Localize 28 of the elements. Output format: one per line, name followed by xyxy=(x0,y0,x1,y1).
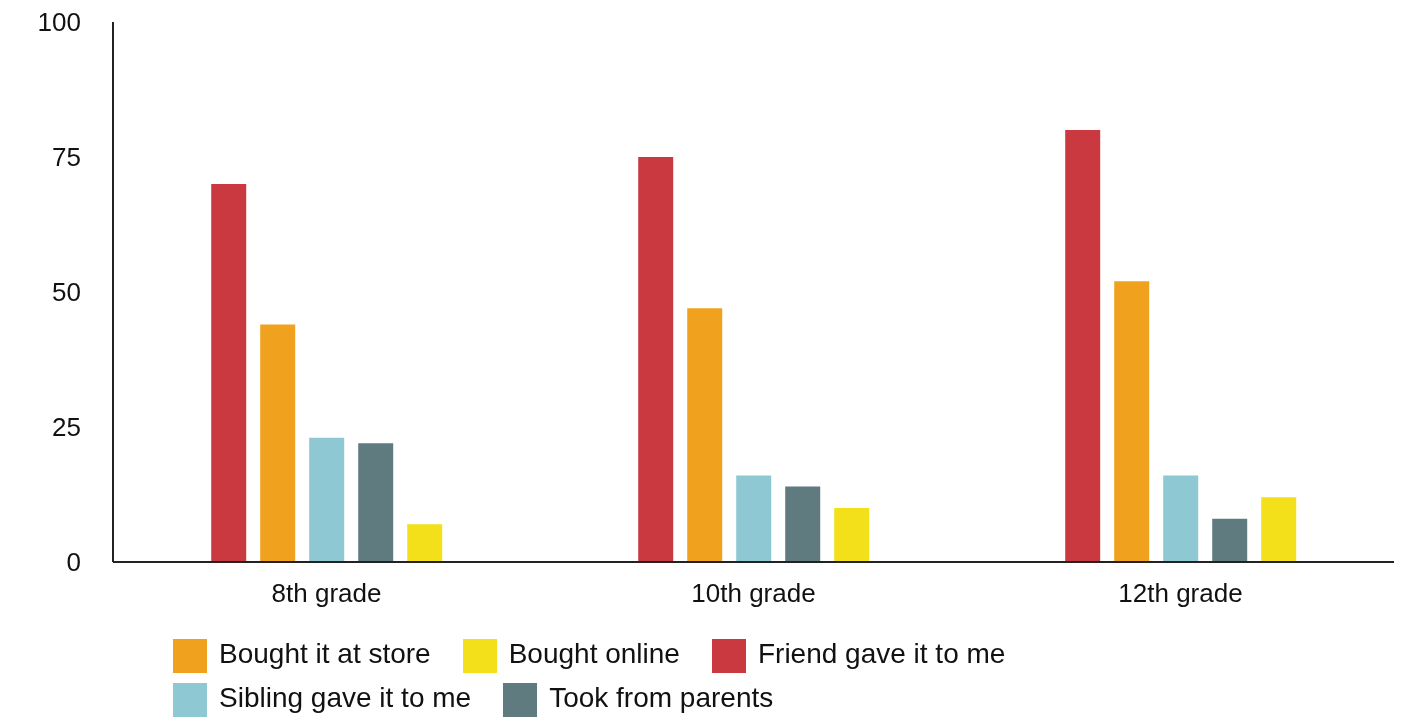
bar xyxy=(687,308,723,562)
legend-label: Friend gave it to me xyxy=(757,638,1006,669)
bar xyxy=(785,486,821,562)
y-tick-label: 100 xyxy=(37,7,81,38)
bar xyxy=(1212,518,1248,562)
legend-label: Took from parents xyxy=(549,682,774,713)
legend-label: Sibling gave it to me xyxy=(219,682,472,713)
bar xyxy=(1163,475,1199,562)
bar xyxy=(638,157,674,562)
bar xyxy=(1114,281,1150,562)
x-tick-label: 10th grade xyxy=(691,578,816,609)
y-tick-label: 50 xyxy=(52,277,81,308)
legend-label: Bought it at store xyxy=(219,638,431,669)
legend-label: Bought online xyxy=(508,638,680,669)
bar xyxy=(1065,130,1101,562)
bar xyxy=(358,443,394,562)
bar xyxy=(309,437,345,562)
bar xyxy=(1261,497,1297,562)
x-tick-label: 12th grade xyxy=(1118,578,1243,609)
bar xyxy=(407,524,443,562)
bar xyxy=(211,184,247,562)
x-tick-label: 8th grade xyxy=(271,578,382,609)
y-tick-label: 25 xyxy=(52,412,81,443)
bar xyxy=(260,324,296,562)
y-tick-label: 75 xyxy=(52,142,81,173)
y-tick-label: 0 xyxy=(66,547,81,578)
bar xyxy=(736,475,772,562)
bar xyxy=(834,508,870,562)
